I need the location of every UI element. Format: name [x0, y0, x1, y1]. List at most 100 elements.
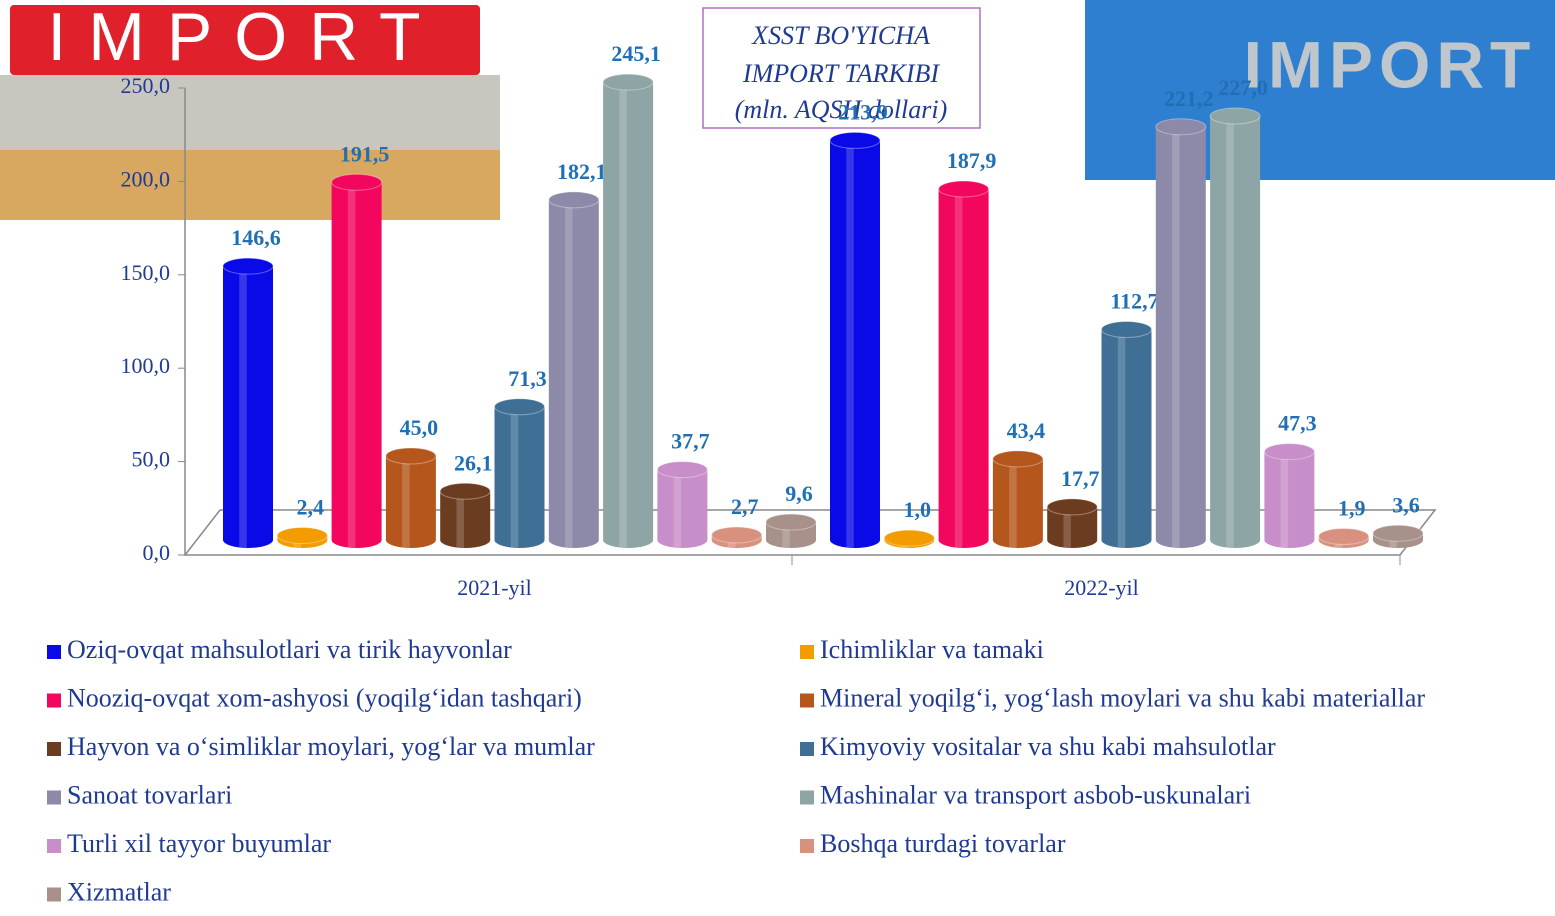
value-label: 3,6	[1392, 492, 1420, 517]
legend-label: Oziq-ovqat mahsulotlari va tirik hayvonl…	[67, 635, 512, 664]
legend-swatch	[800, 645, 814, 659]
value-label: 1,9	[1338, 495, 1366, 520]
image-text: IMPORT	[47, 0, 442, 75]
bar-part	[440, 483, 490, 499]
bar-part	[440, 491, 490, 548]
pallet-wood	[0, 150, 500, 220]
bar-part	[993, 451, 1043, 467]
bar-part	[223, 258, 273, 274]
y-tick-label: 250,0	[121, 73, 171, 98]
bar-part	[1210, 116, 1260, 548]
bar	[277, 528, 327, 548]
bar-part	[495, 399, 545, 415]
value-label: 37,7	[671, 429, 710, 454]
bar-part	[1319, 528, 1369, 544]
value-label: 1,0	[904, 497, 932, 522]
x-tick-label: 2021-yil	[457, 575, 532, 600]
bar-part	[955, 189, 963, 548]
value-label: 191,5	[340, 141, 390, 166]
bar-part	[830, 140, 880, 548]
bar	[939, 181, 989, 548]
legend-swatch	[800, 839, 814, 853]
bar-part	[1102, 329, 1152, 548]
bar-part	[277, 528, 327, 544]
bar-part	[884, 530, 934, 546]
bar-part	[565, 200, 573, 548]
value-label: 146,6	[231, 225, 281, 250]
value-label: 221,2	[1164, 86, 1214, 111]
bar-part	[657, 462, 707, 478]
bar	[830, 132, 880, 548]
right-image: IMPORT	[1085, 0, 1555, 180]
bar-part	[1047, 499, 1097, 515]
bar-part	[603, 74, 653, 90]
value-label: 26,1	[454, 450, 493, 475]
legend-label: Kimyoviy vositalar va shu kabi mahsulotl…	[820, 732, 1276, 761]
bar-part	[1156, 119, 1206, 135]
value-label: 213,9	[838, 99, 888, 124]
bar-part	[830, 132, 880, 148]
bar-part	[846, 140, 854, 548]
legend-swatch	[800, 742, 814, 756]
bar-part	[495, 407, 545, 548]
bar-part	[939, 181, 989, 197]
legend-label: Hayvon va o‘simliklar moylari, yog‘lar v…	[67, 732, 595, 761]
bar	[386, 448, 436, 548]
value-label: 71,3	[508, 366, 547, 391]
legend-label: Ichimliklar va tamaki	[820, 635, 1044, 664]
bar-part	[674, 470, 682, 548]
bar	[1210, 108, 1260, 548]
bar	[549, 192, 599, 548]
bar	[440, 483, 490, 548]
bar	[1102, 321, 1152, 548]
legend-label: Mineral yoqilg‘i, yog‘lash moylari va sh…	[820, 683, 1425, 712]
bar-part	[223, 266, 273, 548]
y-tick-label: 50,0	[132, 447, 171, 472]
bar-part	[1172, 127, 1180, 548]
legend-label: Nooziq-ovqat xom-ashyosi (yoqilg‘idan ta…	[67, 683, 582, 712]
bar	[1319, 528, 1369, 548]
value-label: 182,1	[557, 159, 607, 184]
bar	[766, 514, 816, 548]
legend-label: Xizmatlar	[67, 877, 171, 906]
bar-part	[549, 200, 599, 548]
bar	[993, 451, 1043, 548]
bar-part	[1281, 452, 1289, 548]
bar-part	[332, 174, 382, 190]
bar-part	[511, 407, 519, 548]
bar-part	[402, 456, 410, 548]
legend-swatch	[47, 742, 61, 756]
bar-part	[1210, 108, 1260, 124]
bar-part	[619, 82, 627, 548]
bar-part	[603, 82, 653, 548]
bar-part	[1156, 127, 1206, 548]
bar-part	[1264, 452, 1314, 548]
bar-part	[456, 491, 464, 548]
bar-part	[766, 514, 816, 530]
value-label: 112,7	[1110, 289, 1158, 314]
legend-swatch	[47, 839, 61, 853]
chart-title: IMPORT TARKIBI	[742, 59, 941, 88]
value-label: 17,7	[1061, 466, 1100, 491]
image-text: IMPORT	[1244, 27, 1537, 101]
y-tick-label: 0,0	[143, 540, 171, 565]
value-label: 227,0	[1218, 75, 1268, 100]
legend-swatch	[800, 791, 814, 805]
bar	[1047, 499, 1097, 548]
bar-part	[657, 470, 707, 548]
bar-part	[1118, 329, 1126, 548]
legend-swatch	[47, 888, 61, 902]
bar	[223, 258, 273, 548]
bar-part	[712, 527, 762, 543]
legend-swatch	[47, 694, 61, 708]
bar-part	[1009, 459, 1017, 548]
legend-label: Boshqa turdagi tovarlar	[820, 829, 1066, 858]
y-tick-label: 200,0	[121, 166, 171, 191]
bar	[884, 530, 934, 548]
bar	[712, 527, 762, 548]
x-tick-label: 2022-yil	[1064, 575, 1139, 600]
bar	[1156, 119, 1206, 548]
legend-label: Mashinalar va transport asbob-uskunalari	[820, 780, 1251, 809]
bar	[332, 174, 382, 548]
bar-part	[386, 448, 436, 464]
